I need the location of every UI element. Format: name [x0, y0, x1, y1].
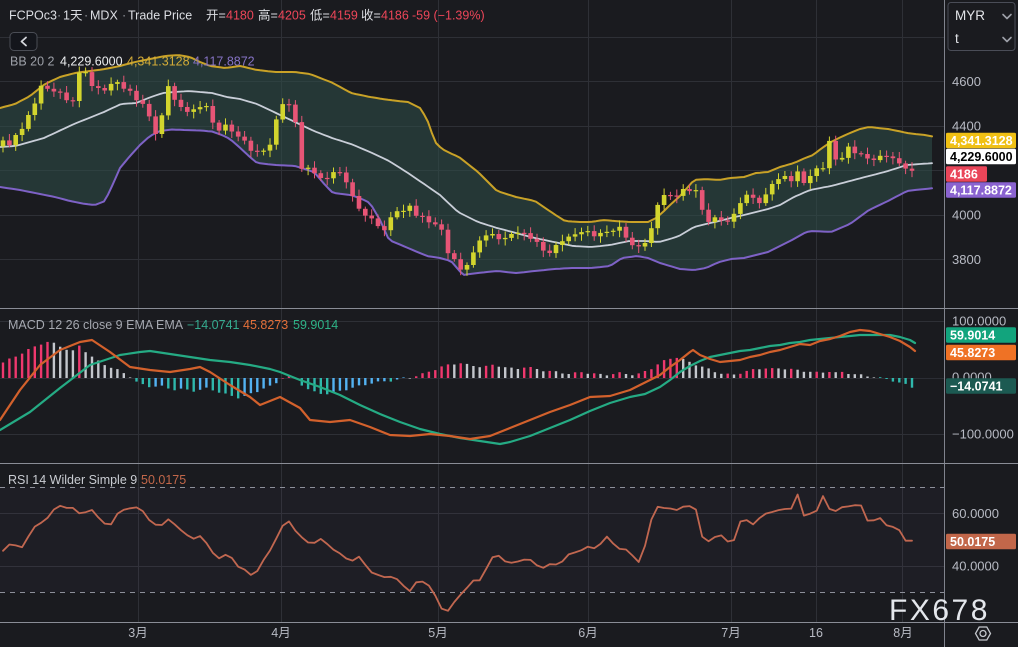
svg-text:4,117.8872: 4,117.8872	[950, 183, 1012, 197]
svg-text:4159: 4159	[330, 9, 358, 23]
svg-text:8月: 8月	[893, 626, 912, 640]
svg-text:FX678: FX678	[889, 594, 990, 627]
svg-text:FCPOc3: FCPOc3	[9, 9, 57, 23]
svg-text:3月: 3月	[128, 626, 147, 640]
svg-text:7月: 7月	[721, 626, 740, 640]
svg-text:4186: 4186	[381, 9, 409, 23]
svg-text:4400: 4400	[952, 119, 981, 134]
svg-text:收=: 收=	[361, 9, 381, 23]
svg-text:-59 (−1.39%): -59 (−1.39%)	[412, 9, 485, 23]
svg-text:45.8273: 45.8273	[243, 318, 288, 332]
svg-text:4,341.3128: 4,341.3128	[127, 55, 190, 69]
svg-text:4,341.3128: 4,341.3128	[950, 134, 1013, 148]
svg-text:4000: 4000	[952, 208, 981, 223]
svg-text:·: ·	[57, 9, 61, 23]
svg-text:t: t	[955, 31, 959, 46]
svg-text:4,229.6000: 4,229.6000	[60, 55, 123, 69]
svg-text:·: ·	[122, 9, 126, 23]
svg-text:1天: 1天	[63, 9, 83, 23]
svg-text:50.0175: 50.0175	[141, 473, 186, 487]
svg-text:16: 16	[809, 626, 823, 640]
svg-text:4月: 4月	[271, 626, 290, 640]
svg-text:MYR: MYR	[955, 8, 985, 23]
svg-text:4,229.6000: 4,229.6000	[950, 150, 1013, 164]
svg-text:MDX: MDX	[90, 9, 118, 23]
svg-text:−14.0741: −14.0741	[187, 318, 240, 332]
svg-text:59.9014: 59.9014	[293, 318, 338, 332]
svg-text:BB 20 2: BB 20 2	[10, 55, 55, 69]
svg-text:4180: 4180	[226, 9, 254, 23]
svg-text:45.8273: 45.8273	[950, 346, 995, 360]
svg-text:4205: 4205	[278, 9, 306, 23]
svg-text:RSI 14 Wilder Simple 9: RSI 14 Wilder Simple 9	[8, 473, 137, 487]
svg-text:5月: 5月	[428, 626, 447, 640]
svg-text:开=: 开=	[206, 9, 226, 23]
svg-text:4600: 4600	[952, 74, 981, 89]
svg-text:6月: 6月	[578, 626, 597, 640]
svg-text:50.0175: 50.0175	[950, 535, 995, 549]
svg-text:4186: 4186	[950, 167, 978, 181]
svg-text:−100.0000: −100.0000	[952, 427, 1014, 442]
svg-text:40.0000: 40.0000	[952, 559, 999, 574]
svg-text:Trade Price: Trade Price	[128, 9, 192, 23]
svg-text:MACD 12 26 close 9 EMA EMA: MACD 12 26 close 9 EMA EMA	[8, 318, 184, 332]
svg-text:59.9014: 59.9014	[950, 328, 995, 342]
svg-text:低=: 低=	[310, 9, 330, 23]
svg-text:−14.0741: −14.0741	[950, 379, 1003, 393]
svg-text:·: ·	[84, 9, 88, 23]
svg-text:4,117.8872: 4,117.8872	[193, 55, 255, 69]
svg-text:高=: 高=	[258, 8, 278, 23]
svg-text:60.0000: 60.0000	[952, 506, 999, 521]
svg-text:100.0000: 100.0000	[952, 314, 1006, 329]
svg-text:3800: 3800	[952, 252, 981, 267]
